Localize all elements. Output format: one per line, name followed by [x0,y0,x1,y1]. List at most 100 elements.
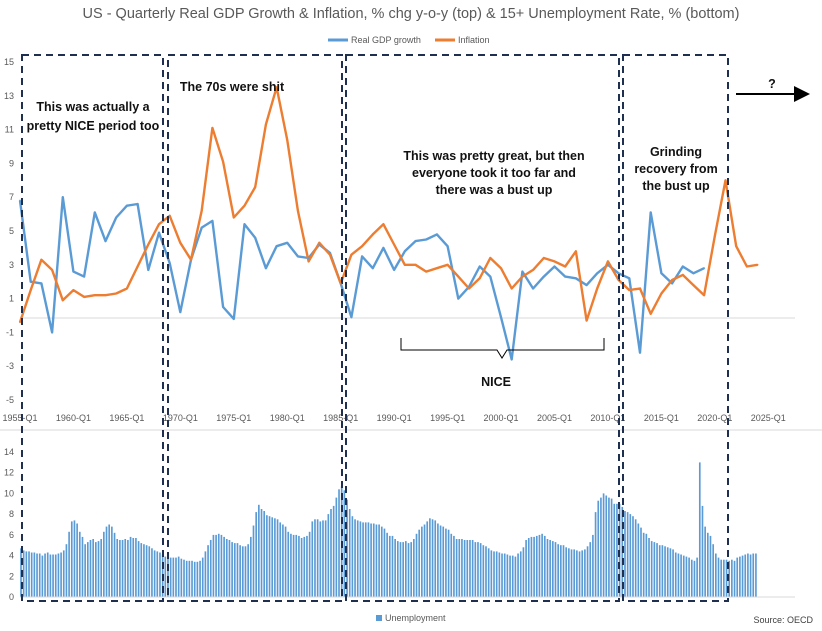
unemployment-bars [20,462,757,598]
gdp-point [681,265,684,268]
unemployment-bar [549,540,551,597]
unemployment-bar [81,536,84,597]
unemployment-bar [129,536,132,597]
unemployment-bar [185,560,188,598]
unemployment-bar [479,543,482,597]
box-1950s-60s [21,54,164,602]
unemployment-bar [733,560,736,598]
unemployment-bar [209,540,212,597]
gdp-point [692,272,695,275]
unemployment-bar [386,532,388,597]
gdp-point [425,238,428,241]
unemployment-bar [511,555,514,597]
unemployment-bar [573,549,576,597]
inflation-point [318,241,321,244]
gdp-point [510,358,513,361]
gdp-point [211,219,214,222]
unemployment-bar [463,540,466,597]
unemployment-bar [589,542,592,597]
unemployment-bar [201,557,204,597]
unemployment-bar [86,542,89,597]
unemployment-bar [554,542,557,597]
unemployment-bar [682,555,685,597]
unemployment-bar [308,531,311,598]
inflation-point [532,268,535,271]
gdp-point [51,331,53,334]
gdp-point [478,265,481,268]
inflation-point [361,245,363,248]
unemployment-bar [207,545,209,597]
unemployment-bar [418,529,421,597]
unemployment-bar [38,553,41,597]
unemployment-bar [490,550,493,597]
gdp-point [136,203,139,205]
inflation-point [232,216,235,219]
unemployment-bar [720,559,722,597]
unemployment-bar [330,509,332,597]
unemployment-bar [22,550,25,597]
unemployment-bar [252,525,255,597]
unemployment-bar [327,514,330,597]
unemployment-bar [688,557,690,597]
inflation-point [51,268,53,271]
gdp-point [671,282,673,285]
unemployment-bar [712,544,714,597]
unemployment-bar [266,515,268,597]
inflation-point [735,245,738,248]
unemployment-bar [656,543,658,597]
gdp-point [553,265,556,268]
unemployment-bar [121,540,124,597]
unemployment-bar [728,560,731,598]
unemployment-bar [407,543,410,597]
unemployment-bar [527,538,530,597]
inflation-point [222,160,225,163]
unemployment-bar [103,531,105,598]
inflation-point [371,233,374,236]
unemployment-bar [586,546,589,598]
inflation-point [307,260,310,263]
unemployment-bar [258,504,260,597]
gdp-point [286,241,289,244]
top-x-tick: 1975-Q1 [216,413,251,423]
unemployment-bar [241,546,244,598]
unemployment-bar [498,552,501,597]
unemployment-bar [306,535,308,597]
unemployment-bar [388,535,391,597]
unemployment-bar [594,512,597,597]
inflation-point [574,250,577,253]
gdp-point [660,272,663,275]
unemployment-bar [236,543,239,597]
inflation-point [660,292,663,295]
inflation-point [692,284,695,286]
gdp-point [489,275,492,278]
top-y-tick: 1 [9,294,14,304]
gdp-point [521,270,524,273]
unemployment-bar [442,526,445,597]
unemployment-bar [755,553,757,597]
unemployment-bar [68,531,70,598]
unemployment-bar [680,554,682,597]
unemployment-bar [439,525,442,597]
unemployment-bar [736,557,739,597]
gdp-point [243,223,246,226]
inflation-point [628,289,631,292]
unemployment-bar [116,539,119,597]
unemployment-bar [25,551,28,597]
unemployment-bar [640,527,642,597]
unemployment-bar [60,552,62,597]
annotation-4-line1: Grinding [650,145,702,159]
unemployment-bar [626,512,629,597]
top-y-tick: 7 [9,192,14,202]
unemployment-bar [70,521,73,597]
unemployment-bar [477,542,479,597]
nice-label: NICE [481,375,511,389]
unemployment-bar [41,555,44,597]
unemployment-bar [696,557,698,597]
inflation-point [40,258,43,261]
gdp-point [639,351,641,354]
inflation-point [211,127,214,129]
inflation-point [403,263,406,266]
inflation-point [756,263,759,266]
unemployment-bar [415,533,418,597]
unemployment-bar [616,503,618,597]
